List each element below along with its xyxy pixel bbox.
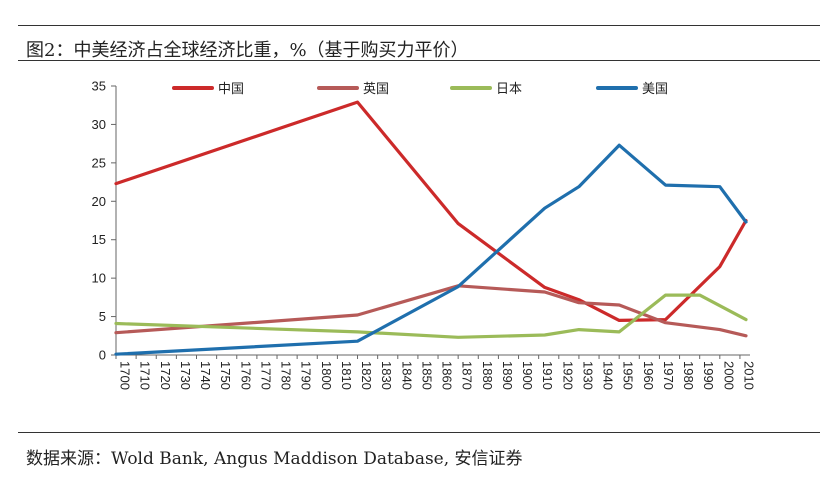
y-tick-label: 35	[92, 79, 106, 94]
x-tick-label: 1760	[238, 361, 253, 390]
x-tick-label: 1860	[440, 361, 455, 390]
chart-legend: 中国 英国 日本 美国	[172, 82, 668, 97]
chart-series	[114, 100, 748, 356]
x-tick-label: 1930	[580, 361, 595, 390]
y-tick-label: 15	[92, 232, 106, 247]
legend-label: 英国	[363, 82, 389, 97]
x-tick-label: 1920	[560, 361, 575, 390]
series-line-日本	[114, 293, 748, 339]
top-rule	[18, 25, 820, 26]
x-tick-label: 1890	[500, 361, 515, 390]
x-tick-label: 1810	[339, 361, 354, 390]
legend-label: 中国	[218, 82, 244, 97]
x-tick-label: 1770	[258, 361, 273, 390]
legend-label: 美国	[642, 82, 668, 97]
x-tick-label: 1720	[158, 361, 173, 390]
x-tick-label: 1970	[661, 361, 676, 390]
x-tick-label: 1750	[218, 361, 233, 390]
y-tick-label: 20	[92, 194, 106, 209]
x-tick-label: 1900	[520, 361, 535, 390]
x-tick-label: 1710	[138, 361, 153, 390]
x-tick-label: 1820	[359, 361, 374, 390]
x-tick-label: 1870	[460, 361, 475, 390]
x-tick-label: 1980	[681, 361, 696, 390]
x-tick-label: 2010	[741, 361, 756, 390]
x-tick-label: 1940	[601, 361, 616, 390]
x-tick-label: 1880	[480, 361, 495, 390]
x-tick-label: 1830	[379, 361, 394, 390]
x-tick-label: 1700	[118, 361, 133, 390]
y-tick-label: 0	[99, 348, 106, 363]
y-tick-label: 10	[92, 271, 106, 286]
y-tick-label: 30	[92, 117, 106, 132]
title-rule	[18, 60, 820, 61]
x-tick-label: 1790	[299, 361, 314, 390]
chart-title: 图2：中美经济占全球经济比重，%（基于购买力平价）	[26, 40, 469, 61]
x-tick-label: 1850	[419, 361, 434, 390]
source-note: 数据来源：Wold Bank, Angus Maddison Database,…	[26, 449, 523, 469]
series-line-英国	[114, 284, 748, 338]
x-tick-label: 1780	[279, 361, 294, 390]
x-tick-label: 1910	[540, 361, 555, 390]
x-tick-label: 1740	[198, 361, 213, 390]
x-tick-label: 1840	[399, 361, 414, 390]
x-tick-label: 1800	[319, 361, 334, 390]
x-tick-label: 1990	[701, 361, 716, 390]
source-rule	[18, 432, 820, 433]
y-tick-label: 5	[99, 309, 106, 324]
y-tick-labels: 0 5 10 15 20 25 30 35	[92, 79, 106, 363]
legend-label: 日本	[496, 82, 522, 97]
x-tick-label: 1960	[641, 361, 656, 390]
y-tick-label: 25	[92, 155, 106, 170]
x-tick-label: 2000	[721, 361, 736, 390]
x-tick-label: 1730	[178, 361, 193, 390]
series-line-中国	[114, 100, 748, 322]
x-tick-labels: 1700 1710 1720 1730 1740 1750 1760 1770 1780 1790…	[118, 361, 757, 390]
x-tick-label: 1950	[621, 361, 636, 390]
series-line-美国	[114, 143, 748, 356]
